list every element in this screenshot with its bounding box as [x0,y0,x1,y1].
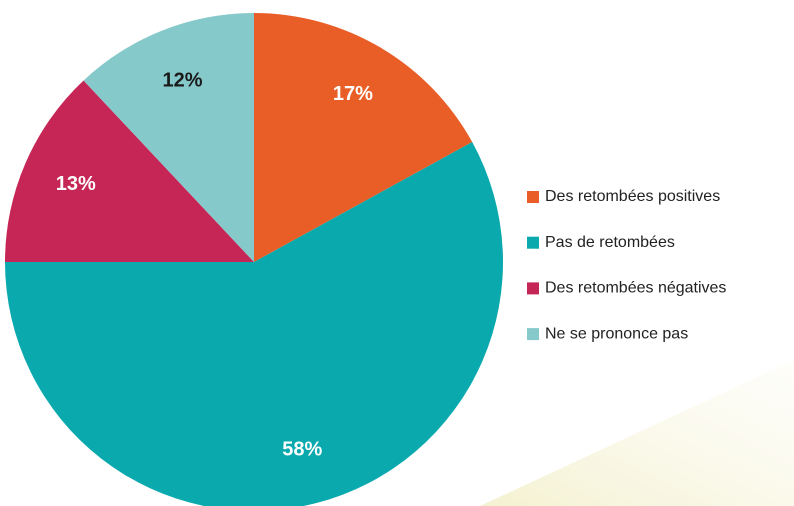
pie: 17% 58% 13% 12% [5,13,503,506]
data-label: 13% [56,173,96,195]
data-label: 12% [162,70,202,92]
legend-swatch [527,236,539,249]
legend-swatch [527,328,539,341]
legend-label: Pas de retombées [545,234,675,251]
data-label: 17% [333,83,373,105]
legend: Des retombées positives Pas de retombées D… [527,188,726,342]
pie-slice [5,142,503,506]
pie-slice [5,80,254,262]
pie-slice [254,13,473,262]
data-label: 58% [282,438,322,460]
decoration [480,360,794,506]
legend-swatch [527,191,539,203]
legend-label: Ne se prononce pas [545,325,688,342]
legend-label: Des retombées négatives [545,280,726,297]
legend-label: Des retombées positives [545,188,720,205]
pie-slice [83,13,255,262]
legend-swatch [527,282,539,295]
